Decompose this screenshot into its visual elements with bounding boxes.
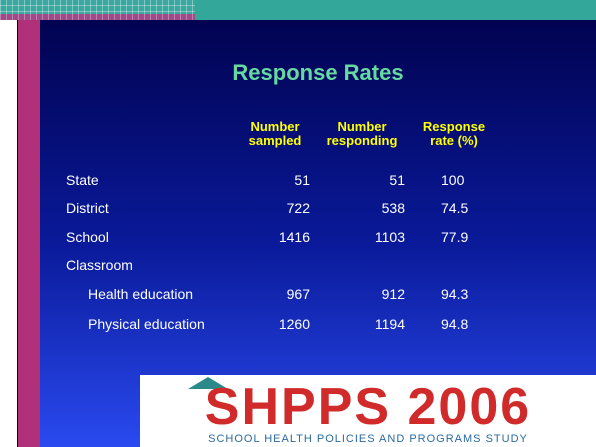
row-label: Health education [88, 286, 194, 302]
cell-value: 74.5 [441, 200, 469, 216]
column-header: Number sampled [248, 119, 302, 148]
slide-title: Response Rates [232, 60, 404, 85]
column-header: Number responding [326, 119, 398, 148]
logo: SHPPS 2006 SCHOOL HEALTH POLICIES AND PR… [140, 375, 596, 447]
logo-tagline: SCHOOL HEALTH POLICIES AND PROGRAMS STUD… [208, 433, 528, 445]
cell-value: 538 [381, 200, 405, 216]
cell-value: 100 [441, 172, 465, 188]
cell-value: 51 [294, 172, 310, 188]
row-label: State [66, 172, 99, 188]
logo-name: SHPPS 2006 [204, 378, 532, 436]
decor-bar [195, 0, 596, 20]
cell-value: 94.8 [441, 316, 469, 332]
decor-check [0, 14, 195, 20]
cell-value: 51 [389, 172, 405, 188]
row-label: Classroom [66, 257, 133, 273]
cell-value: 967 [286, 286, 310, 302]
cell-value: 1103 [374, 229, 405, 245]
cell-value: 912 [381, 286, 405, 302]
decor-bar [18, 20, 40, 447]
cell-value: 1194 [374, 316, 405, 332]
cell-value: 1416 [278, 229, 310, 245]
logo-roof [188, 377, 228, 389]
row-label: Physical education [88, 316, 205, 332]
row-label: District [66, 200, 109, 216]
cell-value: 77.9 [441, 229, 469, 245]
decor-edge [0, 20, 18, 447]
cell-value: 722 [286, 200, 310, 216]
column-header: Response rate (%) [422, 119, 486, 148]
cell-value: 94.3 [441, 286, 469, 302]
decor-edge [17, 20, 18, 447]
cell-value: 1260 [278, 316, 310, 332]
row-label: School [66, 229, 109, 245]
